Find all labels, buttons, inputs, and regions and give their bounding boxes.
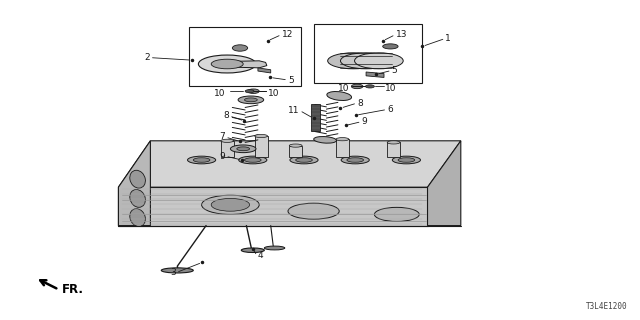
Bar [314,24,422,83]
Ellipse shape [130,209,145,227]
Text: 10: 10 [338,84,349,93]
Polygon shape [118,141,461,187]
Ellipse shape [365,85,374,88]
Text: 8: 8 [223,111,229,120]
Ellipse shape [264,246,285,250]
Text: 10: 10 [385,84,397,93]
Ellipse shape [341,156,369,164]
Text: FR.: FR. [62,283,84,296]
Ellipse shape [392,156,420,164]
Text: T3L4E1200: T3L4E1200 [586,302,627,311]
Text: 11: 11 [288,106,300,115]
Ellipse shape [221,139,234,142]
Bar [189,27,301,86]
Bar [289,146,302,157]
Polygon shape [258,68,271,73]
Polygon shape [428,141,461,226]
Ellipse shape [211,198,250,211]
Bar [387,142,400,157]
Ellipse shape [230,145,256,153]
Ellipse shape [232,45,248,51]
Ellipse shape [130,189,145,207]
Text: 2: 2 [144,53,150,62]
Text: 5: 5 [392,66,397,75]
Ellipse shape [202,195,259,214]
Ellipse shape [340,53,392,69]
Bar [311,104,320,131]
Text: 10: 10 [214,89,225,98]
Ellipse shape [248,89,259,93]
Text: 7: 7 [220,132,225,141]
Polygon shape [230,61,267,68]
Text: 13: 13 [396,30,407,39]
Ellipse shape [383,44,398,49]
Bar [255,136,268,157]
Ellipse shape [289,144,302,147]
Ellipse shape [245,90,254,93]
Text: 10: 10 [268,89,279,98]
Polygon shape [118,187,428,226]
Text: 12: 12 [282,30,293,39]
Bar [221,141,234,157]
Ellipse shape [198,55,256,73]
Ellipse shape [244,98,257,102]
Ellipse shape [290,156,318,164]
Ellipse shape [193,158,210,162]
Text: 9: 9 [362,117,367,126]
Polygon shape [366,72,384,77]
Ellipse shape [328,53,379,69]
Ellipse shape [398,158,415,162]
Ellipse shape [130,170,145,188]
Polygon shape [118,141,150,226]
Text: 1: 1 [445,34,451,43]
Ellipse shape [347,158,364,162]
Ellipse shape [387,141,400,144]
Text: 4: 4 [257,252,263,260]
Ellipse shape [161,268,193,273]
Ellipse shape [336,138,349,141]
Ellipse shape [296,158,312,162]
Ellipse shape [211,59,243,69]
Ellipse shape [327,92,351,100]
Ellipse shape [188,156,216,164]
Text: 5: 5 [288,76,294,84]
Ellipse shape [314,137,337,143]
Ellipse shape [374,207,419,221]
Ellipse shape [244,158,261,162]
Ellipse shape [238,96,264,104]
Ellipse shape [241,248,264,252]
Ellipse shape [255,134,268,138]
Text: 9: 9 [220,152,225,161]
Ellipse shape [239,156,267,164]
Ellipse shape [351,84,363,89]
Text: 3: 3 [170,268,176,277]
Ellipse shape [288,203,339,219]
Bar [336,139,349,157]
Text: 6: 6 [387,105,393,114]
Ellipse shape [237,147,250,151]
Text: 8: 8 [357,99,363,108]
Ellipse shape [355,53,403,69]
